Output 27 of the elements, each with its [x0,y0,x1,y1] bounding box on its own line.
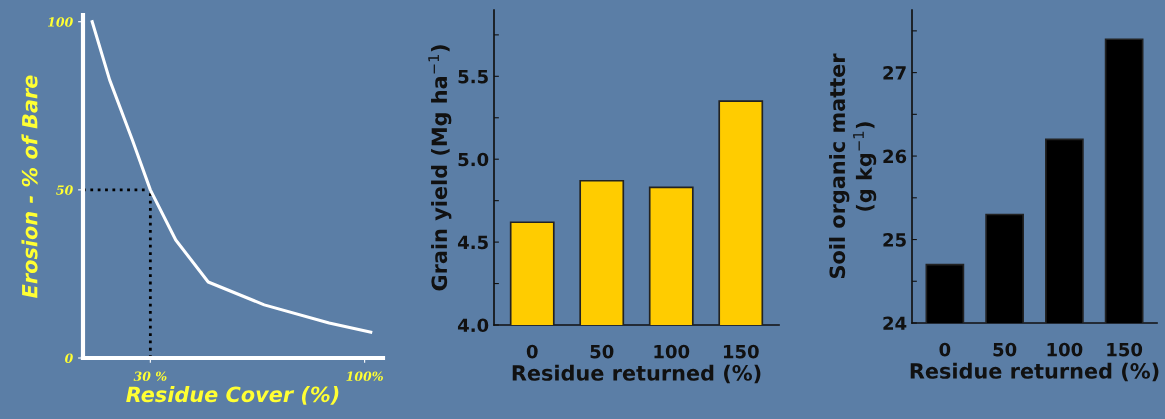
y-tick-label: 100 [48,17,73,27]
x-tick-label: 0 [939,342,951,357]
y-axis-title: Erosion - % of Bare [21,75,38,298]
y-tick-label: 25 [883,232,906,247]
x-tick-label: 150 [1107,342,1143,357]
y-tick-label: 5.0 [458,152,489,167]
y-tick-label: 26 [883,149,907,164]
y-tick-label: 24 [883,316,907,330]
y-tick-label: 4.0 [457,318,489,333]
x-tick-label: 30 % [133,371,167,381]
line-series [90,20,373,334]
x-tick-label: 0 [526,344,538,359]
x-tick-label: 100 [1047,342,1083,357]
y-tick-label: 50 [56,185,73,195]
x-tick-label: 100 [654,344,690,359]
x-tick-label: 50 [993,342,1017,357]
x-axis-title: Residue Cover (%) [126,386,339,405]
y-tick-label: 4.5 [457,235,488,250]
x-tick-label: 150 [723,344,759,359]
y-axis-title: Soil organic matter (g kg$^{−1}$) [829,53,877,279]
x-tick-label: 50 [590,344,614,359]
y-axis-title: Grain yield (Mg ha$^{−1}$) [428,45,452,291]
y-tick-label: 27 [883,66,906,80]
x-axis-title: Residue returned (%) [910,362,1159,382]
y-tick-label: 5.5 [458,70,488,84]
x-tick-label: 100% [346,371,383,381]
x-axis-title: Residue returned (%) [512,364,761,384]
